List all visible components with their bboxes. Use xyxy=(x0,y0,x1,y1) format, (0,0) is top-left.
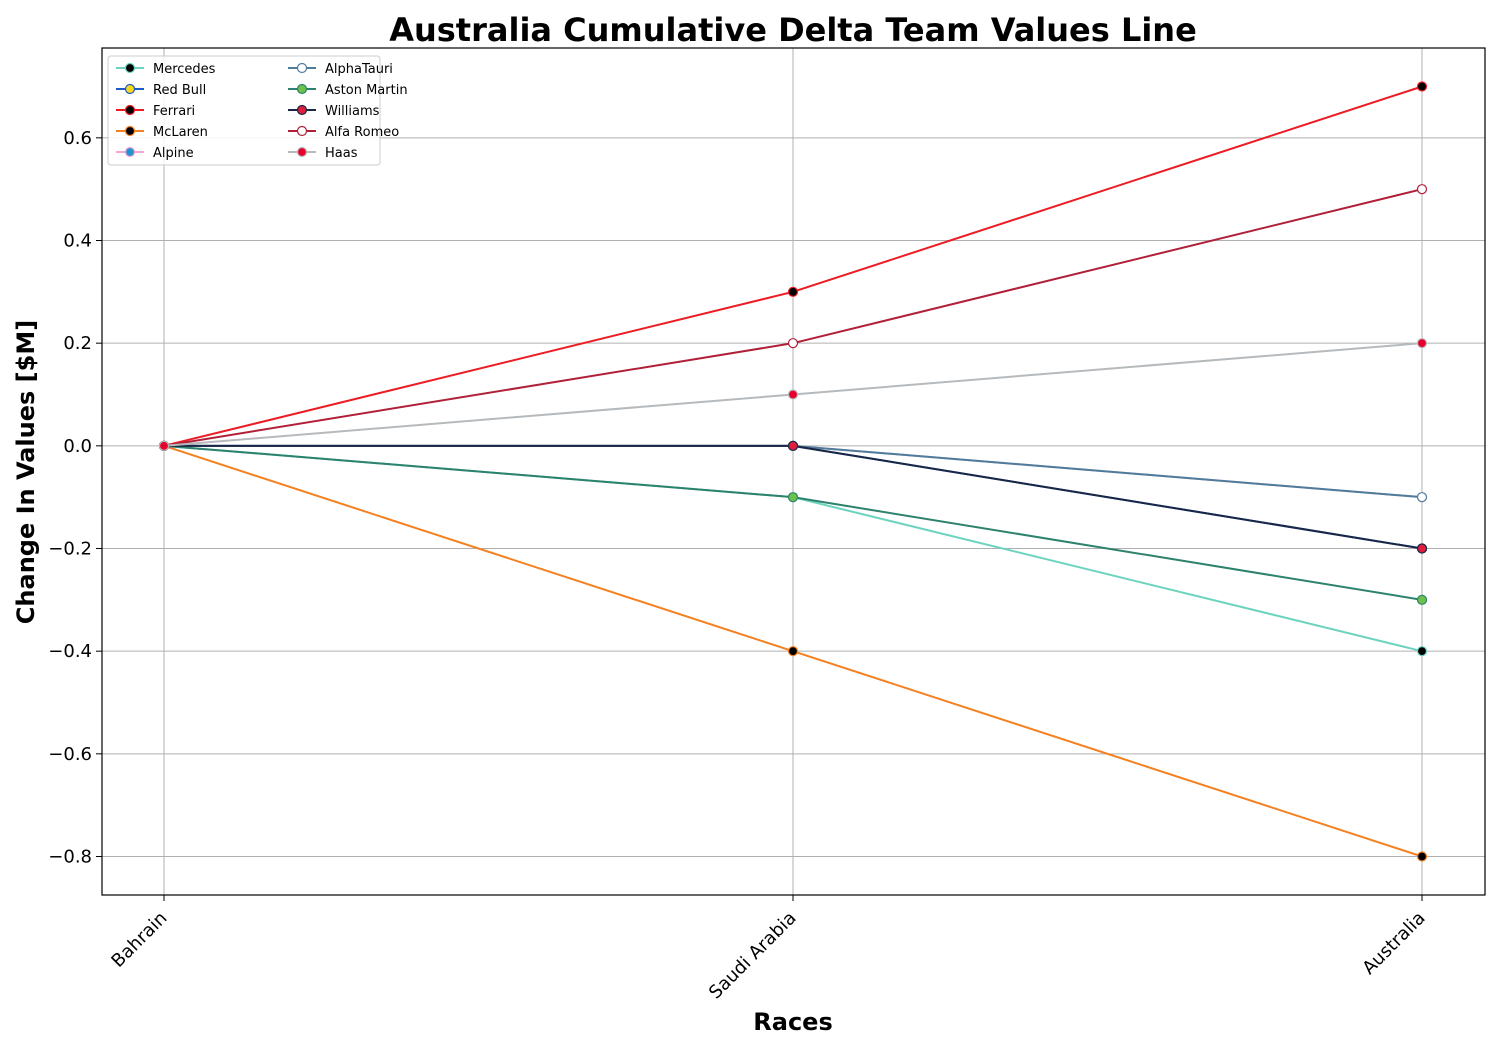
legend-item-mercedes: Mercedes xyxy=(116,62,216,77)
legend-swatch-marker xyxy=(124,146,136,158)
legend-item-ferrari: Ferrari xyxy=(116,104,195,119)
legend-item-mclaren: McLaren xyxy=(116,125,208,140)
data-point-mclaren xyxy=(1416,851,1428,862)
data-point-alphatauri xyxy=(1416,492,1428,503)
legend-frame xyxy=(107,55,381,166)
data-point-ferrari xyxy=(787,286,799,297)
data-point-aston-martin xyxy=(787,492,799,503)
y-tick-label: 0.0 xyxy=(63,436,92,457)
data-point-williams xyxy=(1416,543,1428,554)
legend-label: Ferrari xyxy=(153,104,195,119)
series-markers xyxy=(158,81,1428,862)
y-axis-label: Change In Values [$M] xyxy=(12,320,40,624)
legend-swatch-marker xyxy=(296,125,308,137)
data-point-aston-martin xyxy=(1416,594,1428,605)
legend-swatch-marker xyxy=(124,104,136,116)
y-tick-label: 0.2 xyxy=(63,333,92,354)
legend-item-haas: Haas xyxy=(288,146,358,161)
data-point-alfa-romeo xyxy=(1416,184,1428,195)
data-point-haas xyxy=(158,440,170,451)
legend-item-alfa-romeo: Alfa Romeo xyxy=(288,125,399,140)
y-tick-label: −0.6 xyxy=(48,744,92,765)
y-tick-label: 0.4 xyxy=(63,231,92,252)
legend-swatch-marker xyxy=(296,83,308,95)
legend-swatch-marker xyxy=(296,62,308,74)
legend-swatch-marker xyxy=(124,125,136,137)
legend-label: Red Bull xyxy=(153,83,206,98)
legend-label: Mercedes xyxy=(153,62,216,77)
data-point-mclaren xyxy=(787,646,799,657)
x-tick-label: Saudi Arabia xyxy=(705,908,801,1004)
legend-label: Alpine xyxy=(153,146,194,161)
data-point-haas xyxy=(1416,338,1428,349)
legend-swatch-marker xyxy=(296,104,308,116)
data-point-mercedes xyxy=(1416,646,1428,657)
x-tick-label: Australia xyxy=(1358,908,1429,979)
legend-label: Alfa Romeo xyxy=(325,125,399,140)
data-point-alfa-romeo xyxy=(787,338,799,349)
legend-item-red-bull: Red Bull xyxy=(116,83,206,98)
legend-label: McLaren xyxy=(153,125,208,140)
y-tick-label: −0.4 xyxy=(48,641,92,662)
y-tick-label: 0.6 xyxy=(63,128,92,149)
legend-item-alphatauri: AlphaTauri xyxy=(288,62,393,77)
legend-item-alpine: Alpine xyxy=(116,146,194,161)
y-tick-label: −0.2 xyxy=(48,539,92,560)
legend-item-aston-martin: Aston Martin xyxy=(288,83,408,98)
legend-swatch-marker xyxy=(124,83,136,95)
grid-lines xyxy=(102,48,1485,895)
legend-label: AlphaTauri xyxy=(325,62,393,77)
y-tick-label: −0.8 xyxy=(48,847,92,868)
y-axis-ticks: −0.8 −0.6 −0.4 −0.2 0.0 0.2 0.4 0.6 xyxy=(48,128,102,868)
legend-item-williams: Williams xyxy=(288,104,380,119)
data-point-haas xyxy=(787,389,799,400)
legend-swatch-marker xyxy=(296,146,308,158)
legend-label: Aston Martin xyxy=(325,83,408,98)
data-point-williams xyxy=(787,440,799,451)
legend: Mercedes Red Bull Ferrari McLaren Alpine Alph… xyxy=(107,55,408,166)
x-axis-label: Races xyxy=(753,1008,832,1036)
chart-title: Australia Cumulative Delta Team Values L… xyxy=(389,11,1197,49)
x-axis-ticks: Bahrain Saudi Arabia Australia xyxy=(107,895,1430,1004)
data-point-ferrari xyxy=(1416,81,1428,92)
legend-label: Williams xyxy=(325,104,380,119)
x-tick-label: Bahrain xyxy=(107,908,171,972)
legend-swatch-marker xyxy=(124,62,136,74)
legend-label: Haas xyxy=(325,146,358,161)
